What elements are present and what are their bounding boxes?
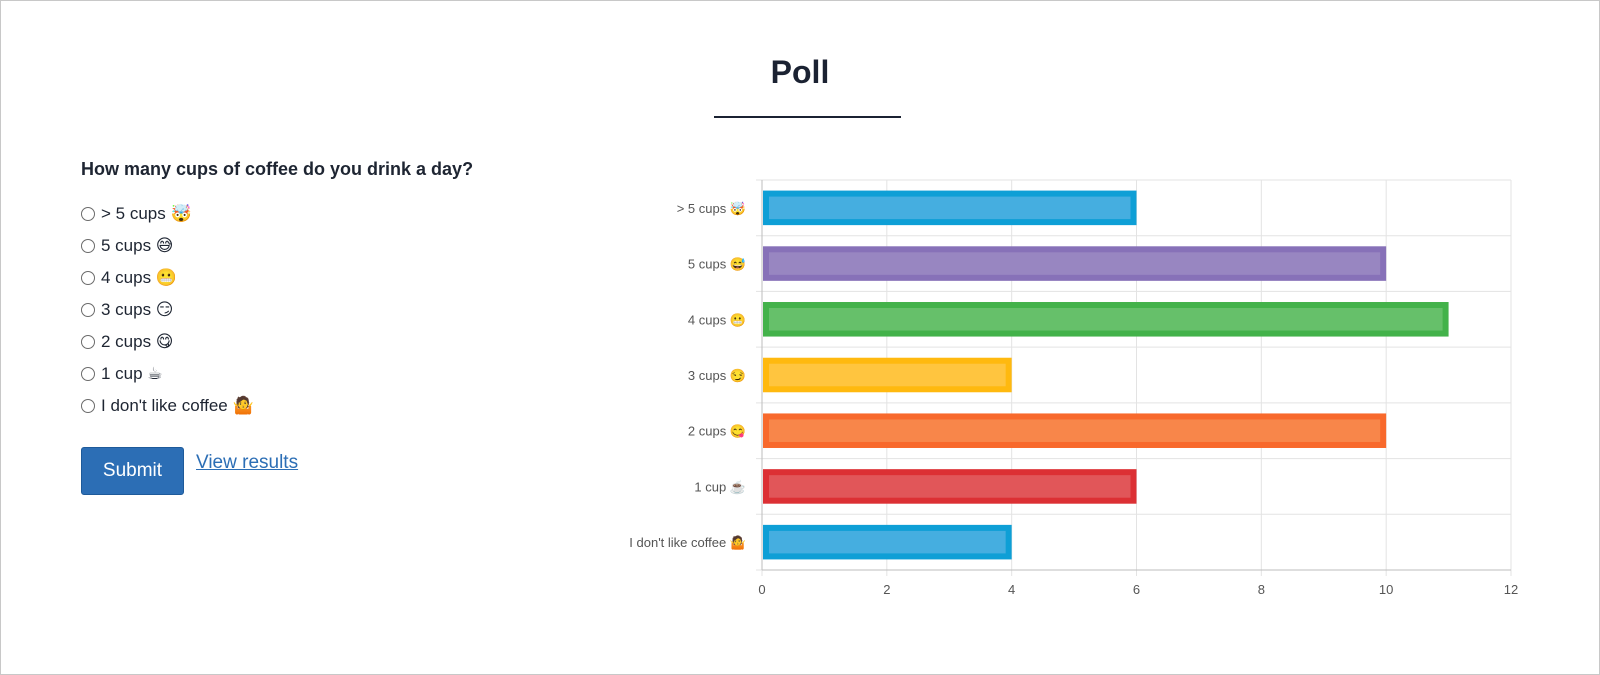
x-tick-label: 0 — [758, 582, 765, 597]
poll-option-more-than-5[interactable]: > 5 cups 🤯 — [81, 198, 254, 230]
poll-option-2[interactable]: 2 cups 😋 — [81, 326, 254, 358]
radio-button[interactable] — [81, 239, 95, 253]
poll-options: > 5 cups 🤯 5 cups 😅 4 cups 😬 3 cups 😏 2 … — [81, 198, 254, 422]
bar — [763, 524, 1012, 560]
radio-button[interactable] — [81, 367, 95, 381]
bar — [763, 246, 1387, 281]
bar — [763, 302, 1449, 337]
poll-option-5[interactable]: 5 cups 😅 — [81, 230, 254, 262]
bar — [763, 357, 1012, 393]
poll-question: How many cups of coffee do you drink a d… — [81, 159, 474, 179]
y-tick-label: 5 cups 😅 — [688, 257, 746, 272]
y-tick-label: 4 cups 😬 — [688, 312, 746, 327]
y-tick-label: I don't like coffee 🤷 — [629, 534, 746, 550]
y-tick-label: 1 cup ☕ — [694, 478, 746, 494]
view-results-link[interactable]: View results — [196, 452, 299, 473]
poll-option-label: I don't like coffee 🤷 — [101, 396, 254, 415]
bar — [763, 469, 1137, 504]
page-title: Poll — [770, 54, 830, 90]
x-tick-label: 8 — [1258, 582, 1265, 597]
title-underline — [714, 116, 901, 118]
x-tick-label: 2 — [883, 582, 890, 597]
submit-button[interactable]: Submit — [81, 447, 184, 495]
poll-option-label: > 5 cups 🤯 — [101, 204, 192, 223]
poll-option-label: 1 cup ☕ — [101, 364, 163, 383]
bar — [763, 190, 1137, 226]
radio-button[interactable] — [81, 207, 95, 221]
poll-option-1[interactable]: 1 cup ☕ — [81, 358, 254, 390]
x-tick-label: 12 — [1504, 582, 1518, 597]
poll-option-3[interactable]: 3 cups 😏 — [81, 294, 254, 326]
x-tick-label: 4 — [1008, 582, 1015, 597]
radio-button[interactable] — [81, 335, 95, 349]
poll-option-4[interactable]: 4 cups 😬 — [81, 262, 254, 294]
poll-option-label: 2 cups 😋 — [101, 332, 174, 351]
poll-option-label: 3 cups 😏 — [101, 300, 174, 319]
y-tick-label: 2 cups 😋 — [688, 424, 746, 439]
x-tick-label: 10 — [1379, 582, 1393, 597]
results-bar-chart: 0 2 4 6 8 10 12 > 5 cups 🤯 5 cups 😅 4 cups 😬 3 cup… — [629, 179, 1518, 597]
radio-button[interactable] — [81, 271, 95, 285]
x-tick-label: 6 — [1133, 582, 1140, 597]
radio-button[interactable] — [81, 303, 95, 317]
poll-option-label: 5 cups 😅 — [101, 236, 174, 255]
bar — [763, 413, 1387, 448]
radio-button[interactable] — [81, 399, 95, 413]
poll-option-label: 4 cups 😬 — [101, 268, 177, 287]
y-tick-label: 3 cups 😏 — [688, 368, 746, 383]
y-tick-label: > 5 cups 🤯 — [677, 201, 746, 216]
poll-option-none[interactable]: I don't like coffee 🤷 — [81, 390, 254, 422]
